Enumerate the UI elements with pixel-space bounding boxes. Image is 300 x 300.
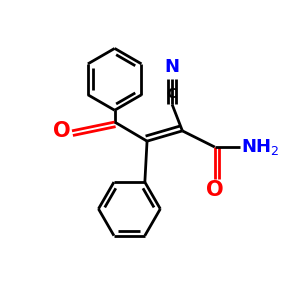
- Text: N: N: [165, 58, 180, 76]
- Text: C: C: [167, 87, 177, 101]
- Text: O: O: [53, 121, 70, 141]
- Text: NH$_2$: NH$_2$: [241, 137, 280, 157]
- Text: O: O: [206, 180, 224, 200]
